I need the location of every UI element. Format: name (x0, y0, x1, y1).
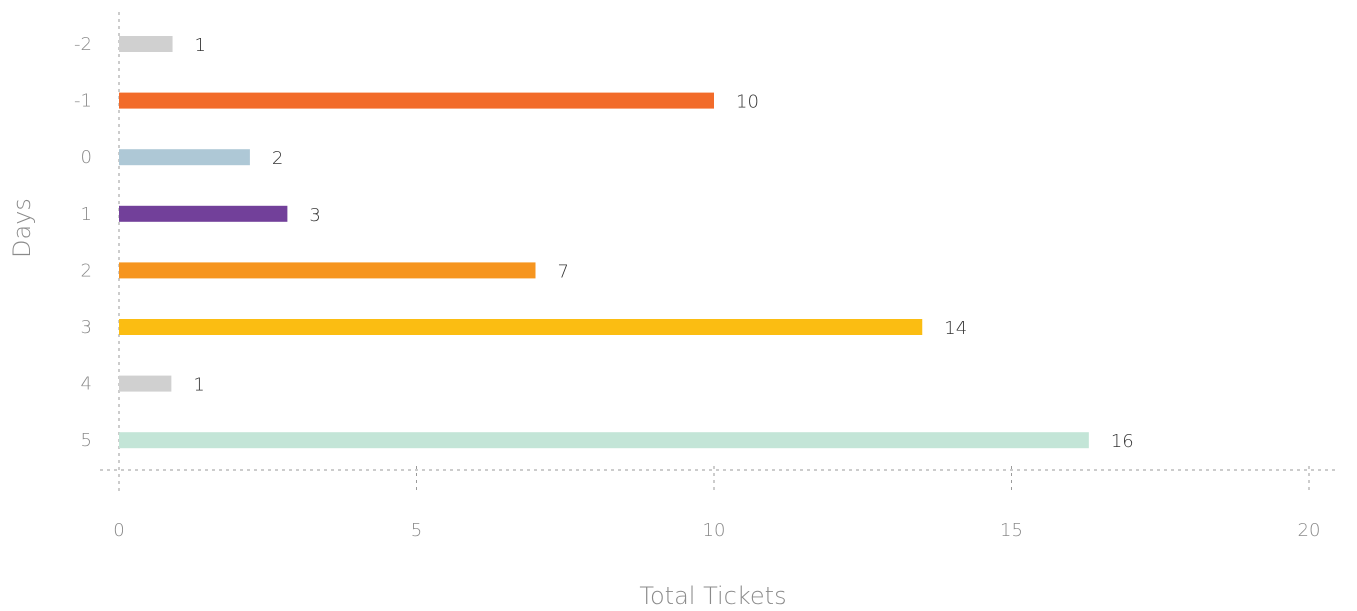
bar (119, 205, 288, 222)
data-label: 2 (272, 148, 283, 169)
y-tick-label: -1 (74, 91, 92, 112)
bar (119, 319, 923, 335)
y-tick-label: 2 (81, 260, 92, 281)
x-tick-label: 0 (113, 520, 124, 541)
x-tick-label: 5 (411, 520, 422, 541)
bar (119, 36, 173, 52)
y-tick-label: 5 (81, 430, 92, 451)
x-tick-label: 10 (703, 520, 726, 541)
bar (119, 432, 1089, 449)
y-tick-labels: -2 -1 0 1 2 3 4 5 (74, 34, 92, 451)
x-tick-label: 20 (1298, 520, 1321, 541)
bar (119, 92, 714, 109)
bar (119, 149, 250, 166)
bar (119, 262, 536, 279)
gridlines (100, 12, 1337, 492)
data-label: 14 (944, 318, 967, 339)
x-tick-label: 15 (1000, 520, 1023, 541)
y-tick-label: 1 (81, 204, 92, 225)
y-tick-label: 3 (81, 317, 92, 338)
data-label: 10 (736, 92, 759, 113)
data-labels: 1 10 2 3 7 14 1 16 (193, 35, 1133, 452)
x-tick-labels: 0 5 10 15 20 (113, 520, 1320, 541)
data-label: 7 (558, 261, 569, 282)
data-label: 3 (309, 205, 320, 226)
y-tick-label: 0 (81, 147, 92, 168)
y-tick-label: 4 (81, 374, 92, 395)
x-axis-title: Total Tickets (639, 582, 786, 610)
y-tick-label: -2 (74, 34, 92, 55)
y-axis-title: Days (8, 198, 36, 258)
bar (119, 375, 172, 392)
bars (119, 36, 1089, 449)
data-label: 1 (195, 35, 206, 56)
data-label: 1 (193, 375, 204, 396)
data-label: 16 (1111, 431, 1134, 452)
